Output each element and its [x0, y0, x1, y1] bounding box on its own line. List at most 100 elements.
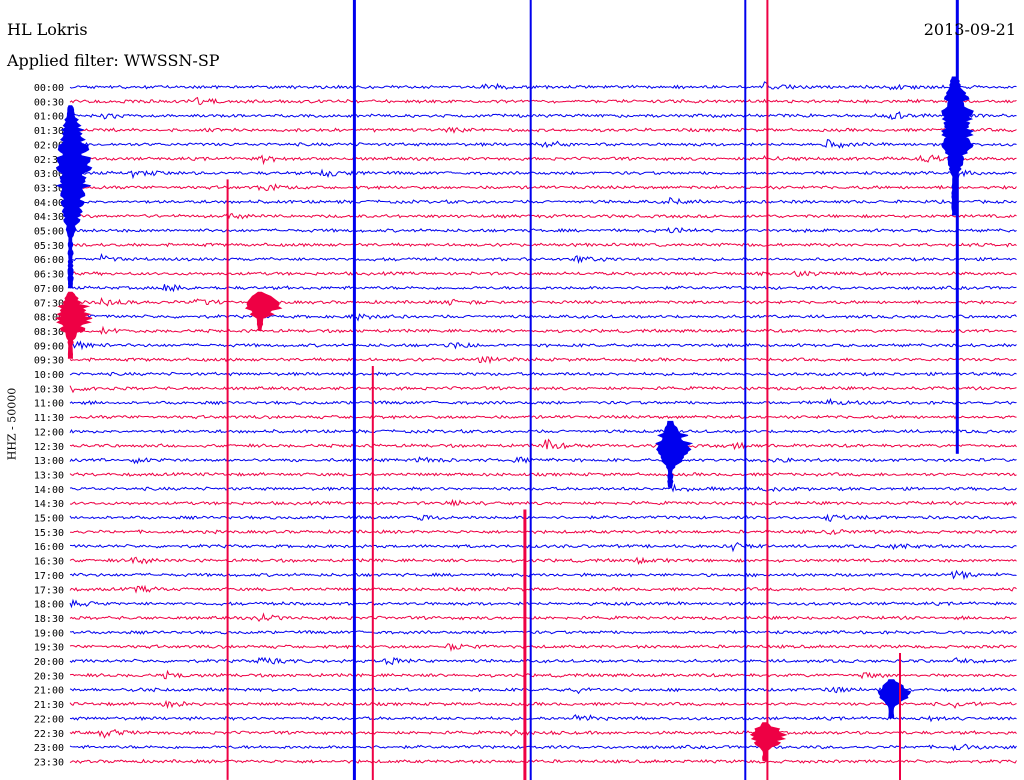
trace-line [69, 270, 1017, 277]
row-time-label: 14:30 [34, 499, 64, 510]
row-time-label: 16:30 [34, 557, 64, 568]
large-event-mark [55, 105, 93, 289]
trace-line [69, 498, 1017, 508]
trace-line [69, 598, 1017, 609]
trace-line [69, 612, 1017, 622]
clipped-event-line [523, 509, 527, 780]
row-time-label: 09:00 [34, 341, 64, 352]
trace-line [69, 629, 1017, 635]
row-time-label: 22:00 [34, 714, 64, 725]
large-event-mark [54, 291, 93, 359]
row-time-label: 00:30 [34, 97, 64, 108]
trace-line [69, 438, 1017, 451]
trace-line [69, 96, 1017, 106]
large-event-mark [655, 420, 694, 488]
row-time-label: 17:30 [34, 585, 64, 596]
row-time-label: 12:30 [34, 442, 64, 453]
row-time-label: 10:30 [34, 384, 64, 395]
trace-line [69, 397, 1017, 406]
large-event-mark [749, 722, 788, 762]
clipped-event-line [352, 0, 356, 780]
row-time-label: 23:00 [34, 743, 64, 754]
row-time-label: 17:00 [34, 571, 64, 582]
row-time-label: 07:30 [34, 298, 64, 309]
trace-line [69, 669, 1017, 680]
trace-line [69, 541, 1017, 553]
trace-line [69, 699, 1017, 710]
row-time-label: 18:30 [34, 614, 64, 625]
trace-line [69, 728, 1017, 739]
clipped-event-line [226, 179, 229, 780]
trace-line [69, 483, 1017, 493]
row-label-group: 00:00 00:30 01:00 01:30 02:00 02:30 03:00 03:30… [34, 83, 64, 768]
clipped-event-line [899, 653, 901, 780]
row-time-label: 21:30 [34, 700, 64, 711]
row-time-label: 18:00 [34, 600, 64, 611]
trace-line [69, 154, 1017, 166]
trace-line [69, 196, 1017, 205]
date-title: 2013-09-21 [923, 20, 1016, 39]
trace-line [69, 340, 1017, 351]
row-time-label: 03:30 [34, 183, 64, 194]
trace-line [69, 111, 1017, 121]
row-time-label: 23:30 [34, 757, 64, 768]
row-time-label: 13:30 [34, 470, 64, 481]
trace-line [69, 471, 1017, 477]
row-time-label: 11:30 [34, 413, 64, 424]
row-time-label: 00:00 [34, 83, 64, 94]
trace-line [69, 297, 1017, 307]
filter-label: Applied filter: WWSSN-SP [7, 51, 220, 70]
trace-line [69, 283, 1017, 293]
row-time-label: 01:00 [34, 112, 64, 123]
row-time-label: 04:00 [34, 198, 64, 209]
row-time-label: 19:00 [34, 628, 64, 639]
row-time-label: 13:00 [34, 456, 64, 467]
row-time-label: 11:00 [34, 399, 64, 410]
trace-line [69, 126, 1017, 134]
row-time-label: 15:00 [34, 514, 64, 525]
trace-line [69, 385, 1017, 394]
trace-line [69, 758, 1017, 764]
large-event-mark [244, 291, 283, 331]
trace-line [69, 428, 1017, 434]
trace-line [69, 168, 1017, 180]
trace-line [69, 252, 1017, 265]
trace-line [69, 414, 1017, 420]
row-time-label: 06:00 [34, 255, 64, 266]
trace-line [69, 584, 1017, 594]
row-time-label: 21:00 [34, 686, 64, 697]
row-time-label: 20:30 [34, 671, 64, 682]
row-time-label: 12:00 [34, 427, 64, 438]
clipped-event-line [766, 0, 769, 780]
row-time-label: 02:30 [34, 155, 64, 166]
row-time-label: 06:30 [34, 270, 64, 281]
row-time-label: 22:30 [34, 729, 64, 740]
clipped-event-line [744, 0, 747, 780]
trace-line [69, 355, 1017, 365]
row-time-label: 19:30 [34, 643, 64, 654]
trace-line [69, 656, 1017, 666]
row-time-label: 08:00 [34, 313, 64, 324]
trace-line [69, 138, 1017, 149]
row-time-label: 08:30 [34, 327, 64, 338]
row-time-label: 02:00 [34, 140, 64, 151]
trace-line [69, 513, 1017, 522]
trace-line [69, 242, 1017, 248]
trace-line [69, 643, 1017, 652]
row-time-label: 15:30 [34, 528, 64, 539]
clipped-event-line [371, 366, 374, 780]
clipped-event-line [529, 0, 532, 780]
trace-line [69, 371, 1017, 377]
row-time-label: 16:00 [34, 542, 64, 553]
row-time-label: 05:00 [34, 227, 64, 238]
row-time-label: 14:00 [34, 485, 64, 496]
trace-line [69, 743, 1017, 752]
row-time-label: 09:30 [34, 356, 64, 367]
trace-line [69, 456, 1017, 465]
station-title: HL Lokris [7, 20, 88, 39]
trace-group [54, 0, 1017, 780]
trace-line [69, 313, 1017, 322]
trace-line [69, 714, 1017, 723]
trace-line [69, 556, 1017, 565]
